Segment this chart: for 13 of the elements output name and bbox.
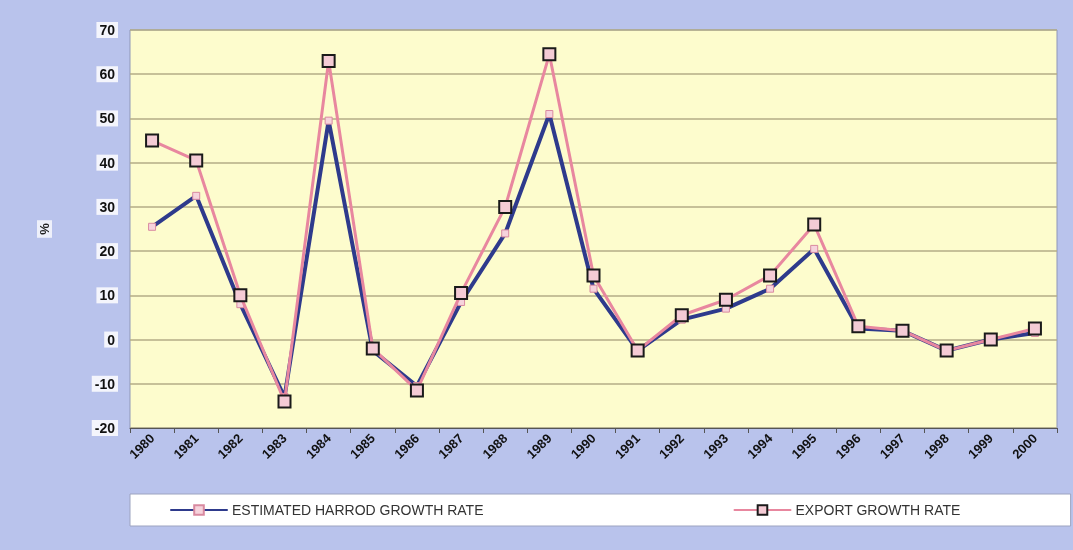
y-tick-label: 60 xyxy=(99,66,116,83)
legend-label: EXPORT GROWTH RATE xyxy=(795,502,961,518)
y-tick-label: 30 xyxy=(99,198,116,215)
y-tick-label: 0 xyxy=(107,331,116,348)
y-tick-label: 40 xyxy=(99,154,116,171)
y-axis-title: % xyxy=(37,222,52,235)
y-tick-label: 70 xyxy=(99,22,116,38)
y-tick-label: 20 xyxy=(99,243,116,260)
y-tick-label: 10 xyxy=(99,287,116,304)
y-tick-label: -20 xyxy=(94,420,116,436)
y-tick-label: 50 xyxy=(99,110,116,127)
legend-label: ESTIMATED HARROD GROWTH RATE xyxy=(232,502,484,518)
y-tick-label: -10 xyxy=(94,375,116,392)
